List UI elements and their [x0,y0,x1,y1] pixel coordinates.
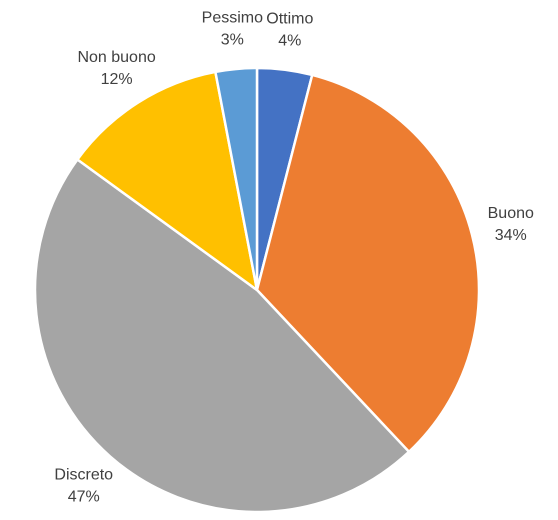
slice-label: Buono [488,205,534,222]
slice-label: Ottimo [266,10,313,27]
slice-label: Discreto [54,467,113,484]
pie-slice [75,70,259,293]
slice-label: Non buono [77,49,155,66]
pie-slice [33,157,411,514]
slice-value-label: 34% [495,227,527,244]
pie-slice [213,66,259,291]
slice-value-label: 3% [221,31,244,48]
slice-label: Pessimo [202,9,263,26]
slice-value-label: 12% [101,71,133,88]
slice-value-label: 47% [68,489,100,506]
slice-value-label: 4% [278,32,301,49]
pie-slice [255,73,481,454]
